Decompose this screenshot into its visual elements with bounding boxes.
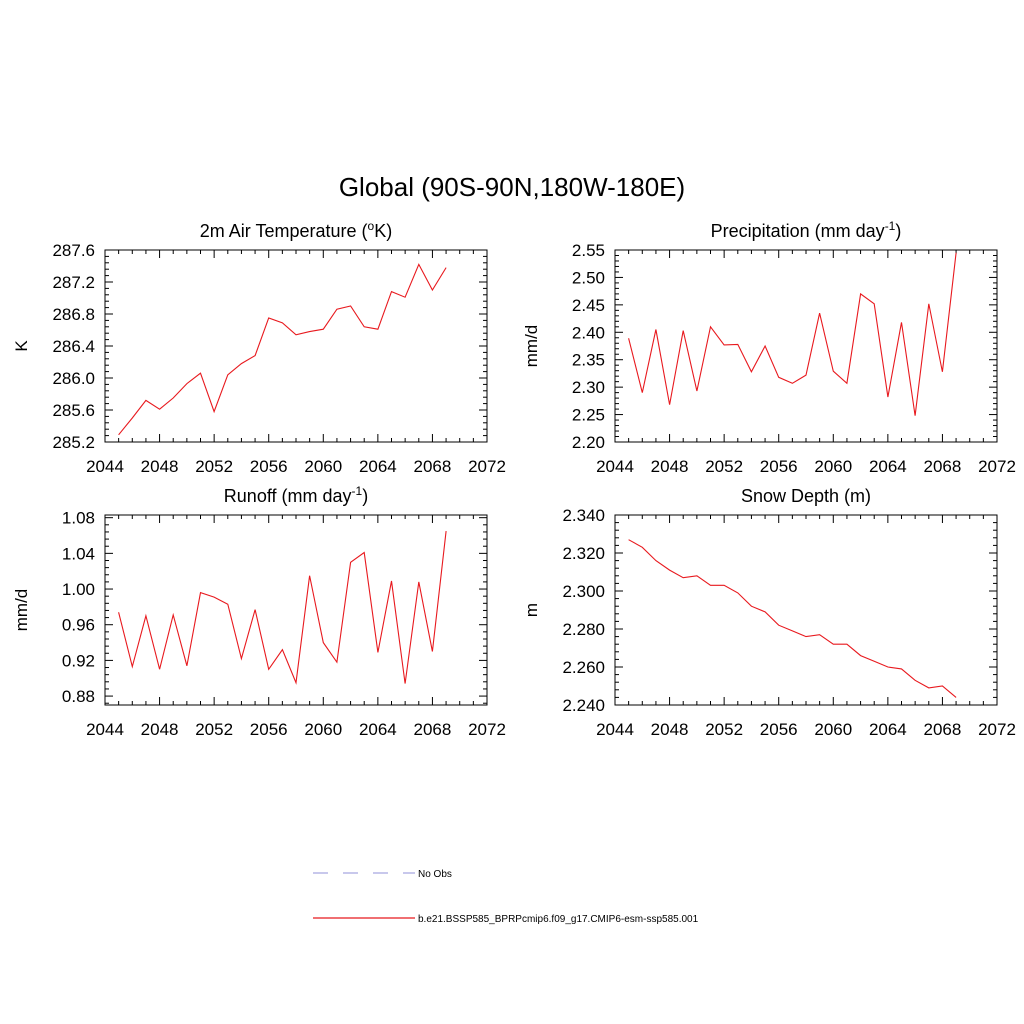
legend-label-model: b.e21.BSSP585_BPRPcmip6.f09_g17.CMIP6-es…: [418, 914, 699, 925]
x-tick-label: 2064: [359, 720, 397, 739]
plot-frame: [614, 249, 998, 443]
x-tick-label: 2044: [86, 457, 124, 476]
panel-precipitation: 2044 2048 2052 2056 2060 2064 2068 2072 2.20 2.25…: [522, 219, 1016, 476]
y-tick-label: 2.300: [562, 582, 605, 601]
y-tick-label: 2.260: [562, 658, 605, 677]
x-tick-label: 2056: [760, 720, 798, 739]
legend: No Obs b.e21.BSSP585_BPRPcmip6.f09_g17.C…: [313, 869, 699, 925]
y-tick-label: 2.30: [572, 378, 605, 397]
x-tick-label: 2064: [869, 457, 907, 476]
x-tick-label: 2072: [468, 720, 506, 739]
y-tick-label: 2.25: [572, 406, 605, 425]
series-line: [118, 263, 447, 436]
y-tick-label: 1.08: [62, 509, 95, 528]
y-axis-label: K: [12, 340, 31, 352]
x-tick-label: 2068: [414, 720, 452, 739]
y-tick-label: 2.55: [572, 241, 605, 260]
x-tick-label: 2064: [359, 457, 397, 476]
y-tick-label: 2.340: [562, 506, 605, 525]
y-tick-label: 287.2: [52, 273, 95, 292]
series-line: [118, 531, 447, 685]
y-axis-label: m: [522, 603, 541, 617]
panel-title: 2m Air Temperature (oK): [200, 219, 392, 241]
panels: 2044 2048 2052 2056 2060 2064 2068 2072 285.2 285…: [12, 219, 1016, 739]
legend-label-no-obs: No Obs: [418, 869, 452, 880]
x-tick-label: 2060: [304, 720, 342, 739]
x-tick-label: 2072: [978, 720, 1016, 739]
x-tick-label: 2068: [924, 720, 962, 739]
x-tick-label: 2056: [760, 457, 798, 476]
x-tick-label: 2048: [141, 457, 179, 476]
page-title: Global (90S-90N,180W-180E): [339, 172, 685, 202]
y-tick-label: 2.50: [572, 268, 605, 287]
y-tick-label: 1.04: [62, 544, 95, 563]
x-tick-label: 2052: [195, 457, 233, 476]
y-tick-label: 0.96: [62, 616, 95, 635]
plot-frame: [104, 514, 488, 706]
panel-temperature: 2044 2048 2052 2056 2060 2064 2068 2072 285.2 285…: [12, 219, 506, 476]
panel-runoff: 2044 2048 2052 2056 2060 2064 2068 2072 0.88 0.92…: [12, 484, 506, 739]
x-tick-label: 2048: [141, 720, 179, 739]
x-tick-label: 2044: [596, 457, 634, 476]
y-tick-label: 2.20: [572, 433, 605, 452]
x-tick-label: 2064: [869, 720, 907, 739]
x-tick-label: 2068: [414, 457, 452, 476]
y-tick-label: 2.35: [572, 351, 605, 370]
x-tick-label: 2060: [814, 720, 852, 739]
x-tick-label: 2072: [978, 457, 1016, 476]
y-tick-label: 286.8: [52, 305, 95, 324]
y-axis-label: mm/d: [12, 589, 31, 632]
y-tick-label: 286.4: [52, 337, 95, 356]
x-tick-label: 2048: [651, 457, 689, 476]
x-tick-label: 2068: [924, 457, 962, 476]
y-tick-label: 2.45: [572, 296, 605, 315]
panel-snow-depth: 2044 2048 2052 2056 2060 2064 2068 2072 2.240 2.2…: [522, 486, 1016, 739]
panel-title: Runoff (mm day-1): [224, 484, 368, 506]
x-tick-label: 2060: [814, 457, 852, 476]
y-tick-label: 2.40: [572, 323, 605, 342]
x-tick-label: 2052: [705, 720, 743, 739]
x-tick-label: 2044: [596, 720, 634, 739]
series-line: [628, 252, 957, 416]
y-axis-label: mm/d: [522, 325, 541, 368]
y-tick-label: 287.6: [52, 241, 95, 260]
panel-title: Precipitation (mm day-1): [711, 219, 902, 241]
series-line: [628, 539, 957, 698]
x-tick-label: 2052: [705, 457, 743, 476]
y-tick-label: 285.6: [52, 401, 95, 420]
y-tick-label: 286.0: [52, 369, 95, 388]
x-tick-label: 2048: [651, 720, 689, 739]
x-tick-label: 2056: [250, 457, 288, 476]
y-tick-label: 0.88: [62, 687, 95, 706]
y-tick-label: 2.280: [562, 620, 605, 639]
plot-frame: [104, 249, 488, 443]
x-tick-label: 2056: [250, 720, 288, 739]
x-tick-label: 2044: [86, 720, 124, 739]
y-tick-label: 2.320: [562, 544, 605, 563]
y-tick-label: 2.240: [562, 696, 605, 715]
y-tick-label: 0.92: [62, 651, 95, 670]
x-tick-label: 2052: [195, 720, 233, 739]
y-tick-label: 285.2: [52, 433, 95, 452]
panel-title: Snow Depth (m): [741, 486, 871, 506]
y-tick-label: 1.00: [62, 580, 95, 599]
x-tick-label: 2060: [304, 457, 342, 476]
plot-frame: [614, 514, 998, 706]
x-tick-label: 2072: [468, 457, 506, 476]
